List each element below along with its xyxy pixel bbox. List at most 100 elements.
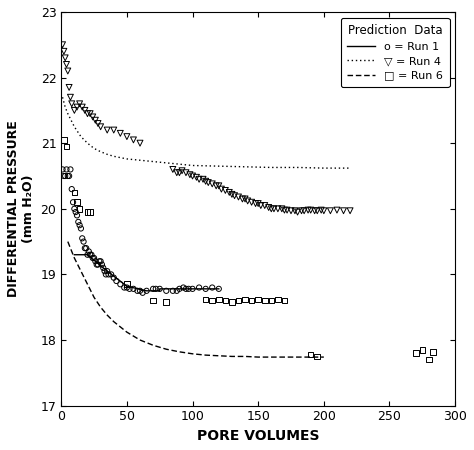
Point: [189, 172, 196, 180]
Point: [274, 296, 282, 303]
Point: [61, 54, 69, 62]
Point: [130, 285, 137, 292]
Point: [59, 166, 66, 173]
Point: [313, 207, 321, 214]
Point: [202, 285, 210, 292]
Point: [143, 287, 150, 294]
Point: [186, 171, 194, 178]
Point: [63, 61, 70, 68]
Point: [281, 297, 288, 304]
Point: [185, 285, 192, 292]
Point: [221, 297, 229, 304]
Point: [63, 143, 70, 150]
Point: [63, 166, 70, 173]
Point: [86, 208, 94, 216]
Point: [67, 166, 74, 173]
Point: [294, 208, 301, 216]
Point: [204, 179, 212, 186]
Point: [84, 251, 91, 258]
Point: [307, 351, 314, 358]
Point: [235, 194, 242, 201]
Point: [136, 140, 144, 147]
Point: [149, 297, 157, 304]
Point: [136, 287, 144, 294]
Point: [73, 104, 81, 111]
Point: [102, 271, 109, 278]
Point: [71, 189, 78, 196]
Point: [270, 205, 278, 212]
Point: [195, 284, 203, 291]
Point: [71, 107, 78, 114]
Point: [255, 296, 262, 303]
Point: [76, 100, 83, 108]
Point: [215, 285, 223, 292]
Point: [215, 182, 223, 189]
Point: [139, 289, 146, 297]
Point: [120, 284, 128, 291]
Point: [252, 200, 259, 207]
Point: [91, 117, 99, 124]
Point: [218, 185, 225, 193]
Y-axis label: DIFFERENTIAL PRESSURE
(mm H₂O): DIFFERENTIAL PRESSURE (mm H₂O): [7, 121, 35, 297]
Point: [238, 195, 246, 203]
Point: [79, 235, 86, 242]
Point: [425, 356, 433, 363]
Point: [79, 104, 86, 111]
Point: [126, 285, 133, 292]
Point: [110, 274, 118, 281]
Point: [209, 297, 216, 304]
Point: [346, 207, 354, 214]
Point: [215, 296, 223, 303]
Point: [283, 207, 291, 214]
Point: [103, 126, 111, 134]
Point: [257, 202, 264, 209]
Point: [255, 200, 262, 207]
Point: [267, 205, 275, 212]
Point: [241, 195, 249, 203]
Point: [76, 205, 83, 212]
Point: [123, 281, 131, 288]
Point: [123, 284, 131, 291]
Point: [199, 176, 207, 183]
Point: [90, 254, 98, 261]
Point: [178, 167, 186, 174]
Point: [110, 126, 118, 134]
Point: [429, 348, 437, 356]
Point: [182, 285, 190, 292]
Point: [209, 180, 216, 188]
Point: [189, 285, 196, 292]
Point: [76, 221, 83, 229]
Point: [82, 244, 90, 252]
Point: [64, 68, 72, 75]
Point: [169, 166, 177, 173]
Point: [163, 287, 170, 294]
Point: [85, 248, 92, 255]
Point: [291, 207, 299, 214]
Point: [89, 113, 97, 121]
Point: [59, 41, 66, 48]
Point: [60, 136, 68, 144]
Point: [65, 84, 73, 91]
Point: [77, 225, 85, 232]
Point: [228, 298, 236, 306]
Point: [340, 207, 347, 214]
Legend: o = Run 1, ▽ = Run 4, □ = Run 6: o = Run 1, ▽ = Run 4, □ = Run 6: [341, 18, 449, 87]
Point: [69, 198, 77, 206]
Point: [320, 207, 328, 214]
Point: [235, 297, 242, 304]
Point: [175, 285, 183, 292]
Point: [318, 207, 325, 214]
Point: [93, 261, 100, 268]
Point: [72, 208, 80, 216]
Point: [74, 218, 82, 225]
Point: [61, 172, 69, 180]
Point: [100, 264, 107, 271]
Point: [97, 258, 104, 265]
Point: [73, 198, 81, 206]
Point: [192, 174, 200, 181]
Point: [182, 169, 190, 176]
Point: [81, 107, 89, 114]
Point: [84, 208, 91, 216]
Point: [287, 207, 295, 214]
Point: [107, 271, 115, 278]
